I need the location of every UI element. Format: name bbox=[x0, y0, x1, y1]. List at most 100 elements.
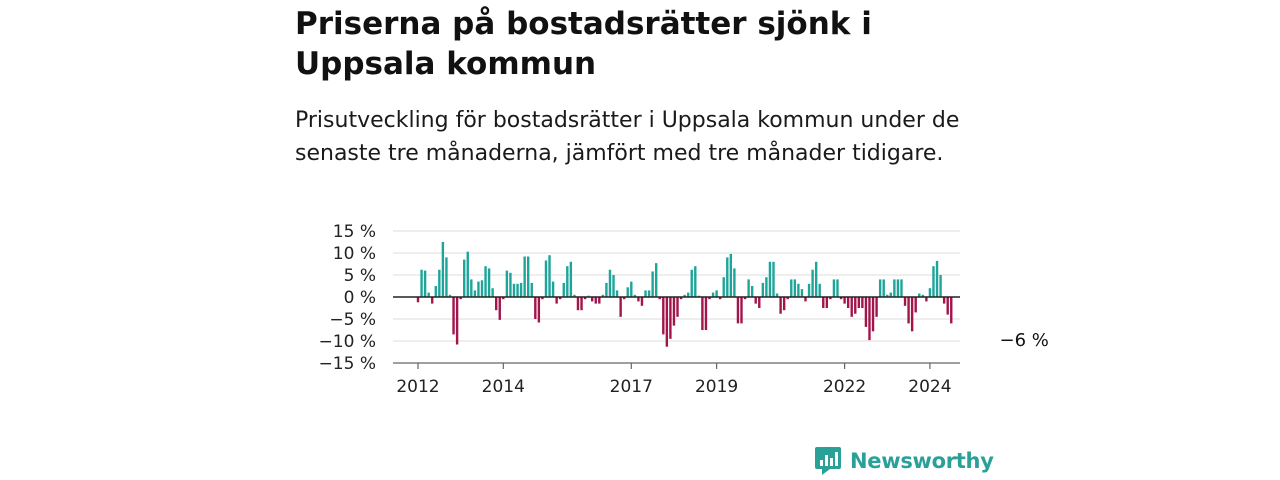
bar-negative bbox=[555, 297, 558, 304]
bar-positive bbox=[715, 290, 718, 297]
bar-positive bbox=[445, 257, 448, 297]
bar-positive bbox=[573, 294, 576, 297]
bar-positive bbox=[434, 286, 437, 297]
bar-positive bbox=[654, 263, 658, 297]
bar-negative bbox=[903, 297, 907, 306]
bar-positive bbox=[551, 281, 555, 297]
bar-series bbox=[416, 242, 953, 347]
bar-negative bbox=[598, 297, 601, 304]
y-tick-label: −5 % bbox=[329, 310, 376, 330]
bar-positive bbox=[519, 282, 523, 297]
bar-negative bbox=[640, 297, 644, 306]
bar-positive bbox=[896, 279, 900, 297]
bar-positive bbox=[900, 279, 903, 297]
bar-negative bbox=[950, 297, 953, 324]
bar-positive bbox=[893, 279, 896, 297]
bar-negative bbox=[861, 297, 864, 308]
bar-positive bbox=[747, 279, 750, 297]
bar-negative bbox=[701, 297, 704, 330]
bar-negative bbox=[942, 297, 946, 304]
bar-positive bbox=[690, 269, 693, 297]
bar-negative bbox=[708, 297, 711, 300]
bar-negative bbox=[850, 297, 853, 317]
bar-negative bbox=[754, 297, 757, 304]
bar-positive bbox=[477, 281, 480, 297]
y-axis-labels: 15 %10 %5 %0 %−5 %−10 %−15 % bbox=[319, 222, 376, 374]
y-tick-label: −10 % bbox=[319, 332, 376, 352]
y-tick-label: −15 % bbox=[319, 354, 376, 374]
bar-positive bbox=[473, 290, 477, 297]
bar-negative bbox=[907, 297, 910, 324]
bar-positive bbox=[505, 270, 509, 297]
y-tick-label: 10 % bbox=[333, 244, 376, 264]
bar-negative bbox=[829, 297, 832, 300]
brand-name: Newsworthy bbox=[850, 449, 994, 473]
bar-positive bbox=[615, 290, 619, 297]
bar-positive bbox=[523, 256, 526, 297]
bar-positive bbox=[761, 282, 765, 297]
bar-negative bbox=[736, 297, 740, 324]
bar-positive bbox=[790, 279, 793, 297]
bar-positive bbox=[509, 272, 512, 297]
bar-positive bbox=[527, 256, 530, 297]
bar-negative bbox=[672, 297, 676, 326]
bar-positive bbox=[921, 294, 925, 297]
bar-negative bbox=[622, 297, 626, 300]
bar-positive bbox=[647, 290, 651, 297]
y-tick-label: 0 % bbox=[344, 288, 376, 308]
x-tick-label: 2012 bbox=[396, 377, 439, 397]
bar-positive bbox=[441, 242, 445, 297]
bar-positive bbox=[530, 282, 533, 297]
bar-positive bbox=[516, 283, 519, 297]
bar-positive bbox=[832, 279, 836, 297]
bar-positive bbox=[612, 275, 615, 297]
bar-positive bbox=[772, 261, 775, 297]
bar-positive bbox=[928, 288, 932, 297]
x-tick-label: 2017 bbox=[610, 377, 653, 397]
bar-positive bbox=[793, 279, 797, 297]
bar-positive bbox=[544, 260, 548, 297]
bar-negative bbox=[846, 297, 850, 308]
bar-negative bbox=[594, 297, 597, 304]
bar-positive bbox=[768, 261, 772, 297]
bar-negative bbox=[534, 297, 537, 319]
bar-positive bbox=[470, 279, 473, 297]
bar-positive bbox=[711, 292, 715, 297]
bar-positive bbox=[750, 286, 754, 297]
bar-positive bbox=[882, 279, 885, 297]
bar-negative bbox=[502, 297, 505, 300]
x-tick-label: 2014 bbox=[482, 377, 525, 397]
bar-positive bbox=[694, 266, 697, 297]
bar-negative bbox=[782, 297, 786, 311]
bar-negative bbox=[839, 297, 843, 300]
bar-positive bbox=[686, 292, 690, 297]
bar-positive bbox=[651, 271, 654, 297]
bar-negative bbox=[591, 297, 594, 302]
bar-negative bbox=[498, 297, 501, 320]
bar-positive bbox=[800, 289, 804, 297]
bar-negative bbox=[740, 297, 743, 324]
bar-chart: 15 %10 %5 %0 %−5 %−10 %−15 % 2012 2014 201… bbox=[319, 222, 1049, 397]
bar-positive bbox=[466, 251, 469, 297]
bar-positive bbox=[448, 294, 452, 297]
bar-negative bbox=[704, 297, 708, 330]
bar-negative bbox=[619, 297, 622, 317]
bar-positive bbox=[807, 283, 811, 297]
bar-negative bbox=[452, 297, 455, 335]
bar-negative bbox=[843, 297, 846, 304]
bar-positive bbox=[918, 293, 921, 297]
bar-negative bbox=[576, 297, 580, 311]
bar-negative bbox=[854, 297, 857, 314]
bar-negative bbox=[914, 297, 917, 313]
axes bbox=[393, 296, 960, 369]
y-tick-label: 15 % bbox=[333, 222, 376, 242]
bar-positive bbox=[775, 293, 779, 297]
bar-positive bbox=[729, 253, 733, 297]
bar-positive bbox=[487, 268, 491, 297]
bar-positive bbox=[939, 275, 942, 297]
bar-positive bbox=[420, 269, 423, 297]
bar-positive bbox=[765, 277, 768, 297]
bar-negative bbox=[910, 297, 914, 332]
bar-negative bbox=[416, 297, 420, 303]
bar-negative bbox=[637, 297, 640, 302]
